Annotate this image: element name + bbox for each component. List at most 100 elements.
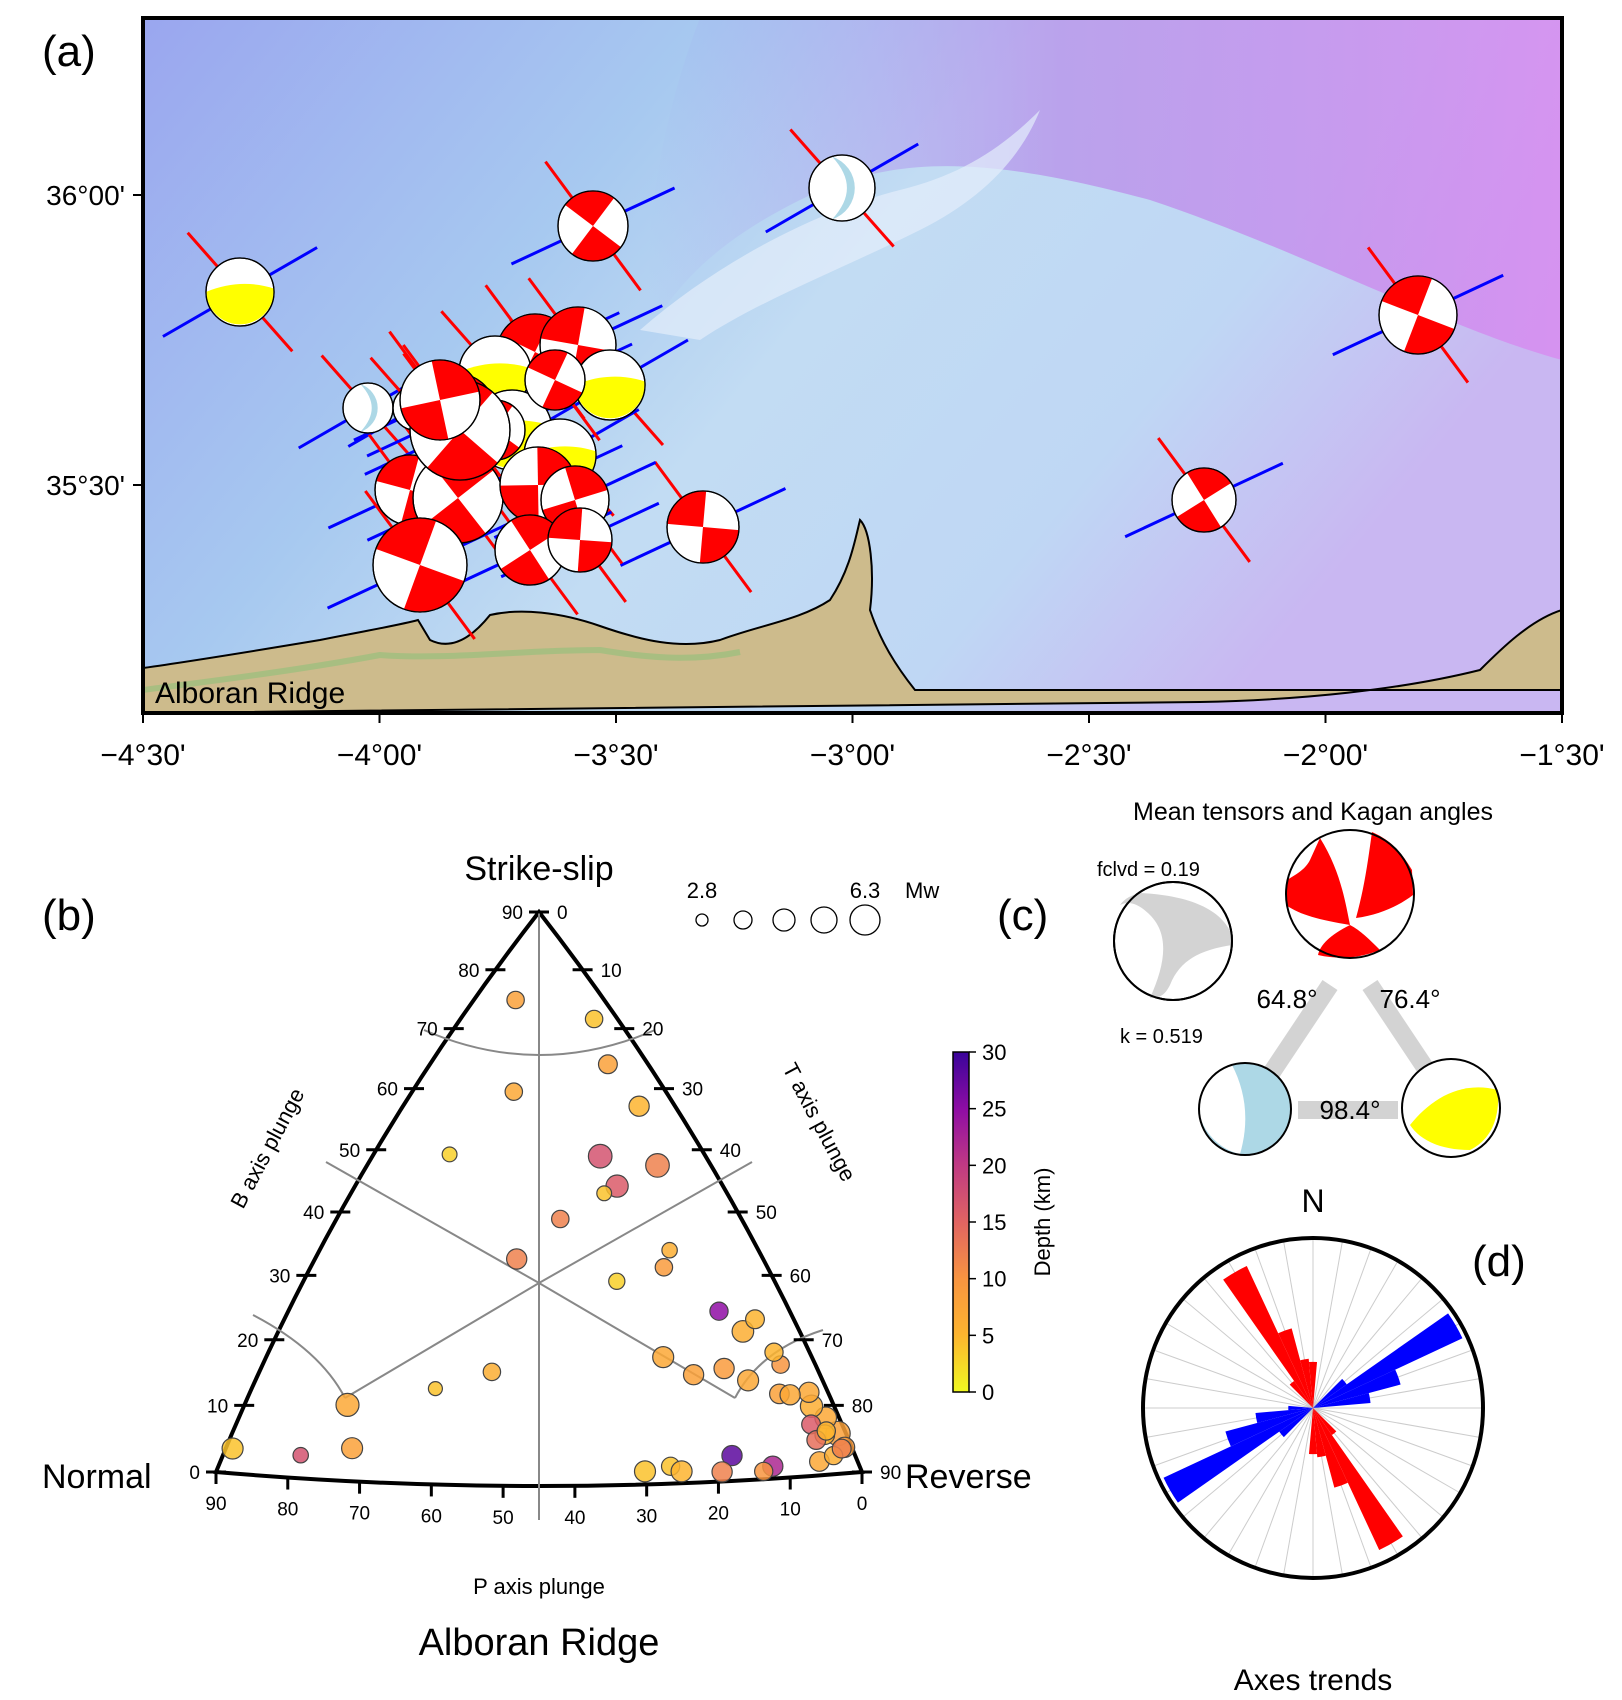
kagan-angle: 98.4° — [1319, 1095, 1380, 1125]
event-point — [587, 1143, 613, 1169]
compressional-quadrant — [400, 400, 449, 440]
panel-b-label: (b) — [42, 891, 96, 940]
t-plunge-tick-label: 30 — [682, 1080, 703, 1101]
compressional-quadrant — [500, 550, 550, 585]
lon-tick-label: −4°30' — [100, 739, 185, 772]
b-plunge-tick-label: 20 — [237, 1331, 258, 1352]
event-point — [628, 1095, 650, 1117]
event-point — [744, 1309, 765, 1330]
compressional-quadrant — [1176, 500, 1221, 532]
map-land — [143, 518, 1562, 713]
event-point — [608, 1272, 626, 1291]
p-plunge-tick-label: 70 — [349, 1504, 370, 1525]
rose-outline — [1141, 1236, 1485, 1580]
class-divider — [344, 1282, 540, 1399]
axis-b-plunge: B axis plunge — [225, 1084, 309, 1212]
compressional-quadrant — [667, 491, 707, 527]
rose-petal — [1278, 1328, 1313, 1408]
class-boundary — [423, 1029, 656, 1056]
event-point — [441, 1146, 458, 1163]
t-plunge-tick-label: 60 — [790, 1266, 811, 1287]
ball-outline — [372, 517, 468, 613]
magnitude-legend: 2.8 6.3 Mw — [687, 878, 939, 936]
mw-min-label: 2.8 — [687, 878, 718, 903]
panel-d-label: (d) — [1472, 1237, 1526, 1286]
compressional-quadrant — [510, 515, 560, 550]
ternary-plot: 90 80 70 60 50 40 30 20 10 0 0 10 20 30 40 50 60 70 80 90 90… — [189, 903, 901, 1529]
map-ridge-highlight — [640, 110, 1040, 340]
lon-tick-label: −2°00' — [1283, 739, 1368, 772]
p-plunge-tick-label: 40 — [564, 1508, 585, 1529]
p-plunge-tick-label: 50 — [493, 1508, 514, 1529]
b-plunge-tick-label: 30 — [269, 1266, 290, 1287]
colorbar-tick-label: 30 — [982, 1040, 1006, 1065]
p-plunge-tick-label: 10 — [780, 1500, 801, 1521]
ternary-title: Alboran Ridge — [419, 1622, 660, 1664]
rose-spoke — [1227, 1407, 1314, 1556]
rose-spoke — [1165, 1322, 1314, 1409]
rose-petal — [1279, 1408, 1313, 1438]
b-plunge-tick-label: 60 — [377, 1080, 398, 1101]
event-point — [550, 1209, 570, 1229]
event-point — [506, 990, 525, 1010]
t-plunge-tick-label: 0 — [557, 903, 568, 924]
event-point — [816, 1421, 837, 1441]
mw-legend-circle — [810, 906, 838, 934]
t-plunge-tick-label: 90 — [880, 1463, 901, 1484]
p-plunge-tick-label: 80 — [277, 1500, 298, 1521]
b-plunge-tick-label: 10 — [207, 1396, 228, 1417]
mw-max-label: 6.3 — [850, 878, 881, 903]
rose-spoke — [1312, 1248, 1372, 1409]
compressional-quadrant — [577, 540, 612, 573]
ball-outline — [399, 359, 481, 441]
event-point — [427, 1380, 443, 1397]
mean-tensor-title: Mean tensors and Kagan angles — [1133, 798, 1493, 826]
compressional-quadrant — [540, 307, 585, 345]
compressional-area — [832, 156, 855, 220]
rose-petal — [1313, 1408, 1326, 1458]
t-plunge-tick-label: 80 — [852, 1396, 873, 1417]
rose-spoke — [1254, 1407, 1314, 1568]
ball-outline — [1378, 275, 1458, 355]
rose-petal — [1163, 1408, 1313, 1503]
event-point — [335, 1392, 360, 1418]
mean-strike-slip-ball — [1285, 829, 1415, 959]
ternary-points — [221, 990, 856, 1483]
compressional-area — [360, 384, 378, 432]
rose-spoke — [1153, 1349, 1314, 1409]
rose-petal — [1223, 1266, 1313, 1408]
rose-petal — [1225, 1408, 1313, 1447]
b-plunge-tick-label: 50 — [339, 1141, 360, 1162]
focal-mechanism-strike — [1378, 275, 1458, 355]
event-point — [713, 1357, 735, 1380]
ball-outline — [1171, 467, 1237, 533]
compressional-quadrant — [542, 380, 583, 410]
ball-outline — [666, 490, 740, 564]
b-plunge-tick-label: 80 — [458, 961, 479, 982]
kagan-angle: 76.4° — [1379, 984, 1440, 1014]
focal-mechanism-strike — [524, 349, 586, 411]
event-point — [711, 1461, 733, 1483]
compressional-area — [575, 376, 646, 419]
rose-spoke — [1203, 1407, 1314, 1539]
rose-petal — [1313, 1393, 1371, 1408]
mean-reverse-ball — [1401, 1058, 1501, 1158]
compressional-quadrant — [500, 485, 539, 523]
event-point — [341, 1437, 364, 1460]
rose-petal — [1308, 1408, 1318, 1455]
focal-mechanism-reverse — [205, 257, 275, 327]
rose-petal — [1313, 1369, 1401, 1408]
t-plunge-tick-label: 70 — [822, 1331, 843, 1352]
event-point — [831, 1438, 852, 1459]
event-point — [292, 1446, 309, 1464]
rose-spoke — [1312, 1240, 1344, 1409]
rose-spoke — [1312, 1260, 1399, 1409]
lon-tick-label: −2°30' — [1046, 739, 1131, 772]
mw-legend-circle — [849, 904, 881, 936]
class-divider — [538, 1282, 736, 1399]
p-plunge-tick-label: 0 — [857, 1494, 868, 1515]
event-point — [482, 1362, 502, 1382]
fclvd-label: fclvd = 0.19 — [1097, 859, 1200, 881]
t-plunge-tick-label: 50 — [756, 1203, 777, 1224]
mw-unit-label: Mw — [905, 878, 939, 903]
